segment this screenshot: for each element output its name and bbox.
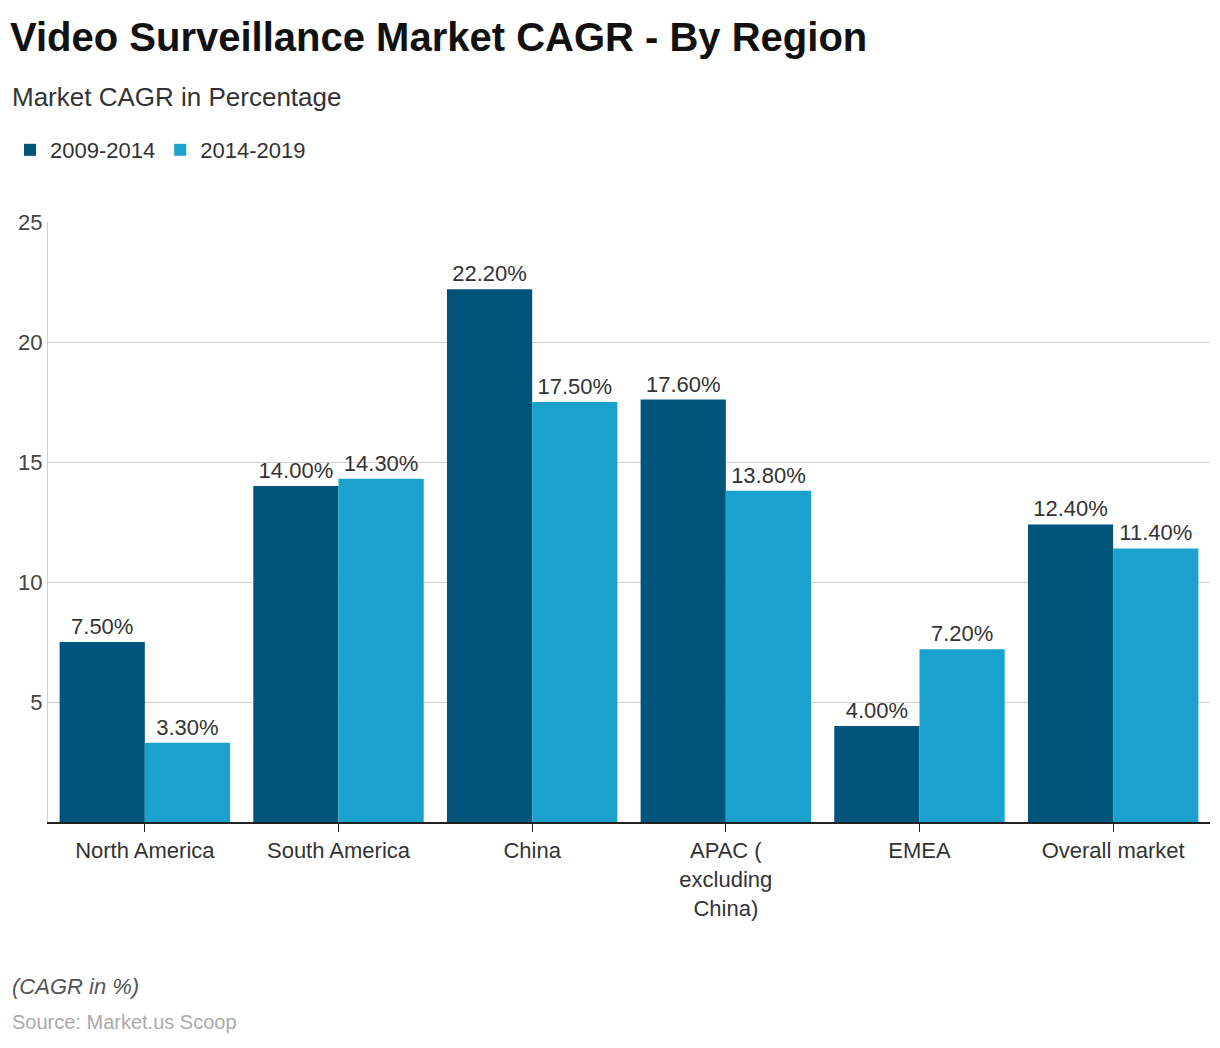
svg-text:2014-2019: 2014-2019 (200, 138, 305, 163)
svg-text:Source: Market.us Scoop: Source: Market.us Scoop (12, 1011, 237, 1033)
svg-text:20: 20 (18, 330, 42, 355)
svg-text:5: 5 (30, 690, 42, 715)
svg-text:15: 15 (18, 450, 42, 475)
svg-text:China: China (503, 838, 561, 863)
svg-text:12.40%: 12.40% (1033, 496, 1108, 521)
svg-text:10: 10 (18, 570, 42, 595)
svg-text:EMEA: EMEA (888, 838, 951, 863)
svg-text:17.50%: 17.50% (537, 374, 612, 399)
svg-text:2009-2014: 2009-2014 (50, 138, 155, 163)
svg-text:13.80%: 13.80% (731, 463, 806, 488)
svg-text:Video Surveillance Market CAGR: Video Surveillance Market CAGR - By Regi… (10, 15, 867, 59)
svg-text:14.30%: 14.30% (344, 451, 419, 476)
svg-text:3.30%: 3.30% (156, 715, 218, 740)
svg-text:14.00%: 14.00% (259, 458, 334, 483)
svg-text:11.40%: 11.40% (1119, 520, 1192, 545)
svg-text:4.00%: 4.00% (846, 698, 908, 723)
svg-text:Market CAGR in Percentage: Market CAGR in Percentage (12, 82, 341, 112)
svg-text:17.60%: 17.60% (646, 372, 721, 397)
svg-text:22.20%: 22.20% (452, 261, 527, 286)
svg-text:APAC (excludingChina): APAC (excludingChina) (679, 838, 772, 920)
svg-text:South America: South America (267, 838, 411, 863)
svg-text:(CAGR in %): (CAGR in %) (12, 974, 139, 999)
svg-text:7.50%: 7.50% (71, 614, 133, 639)
svg-text:Overall market: Overall market (1042, 838, 1185, 863)
svg-text:North America: North America (75, 838, 215, 863)
svg-text:25: 25 (18, 210, 42, 235)
svg-text:7.20%: 7.20% (931, 621, 993, 646)
